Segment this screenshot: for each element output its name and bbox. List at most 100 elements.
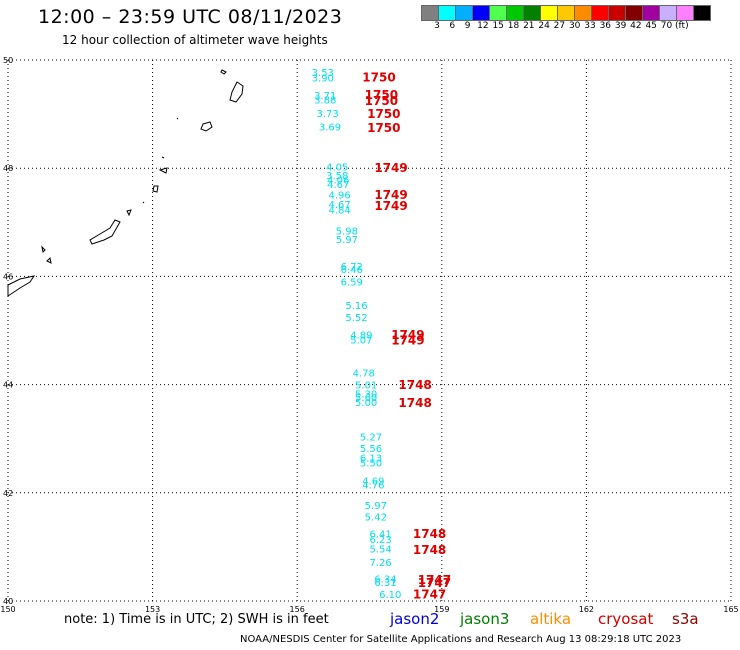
coastline-island <box>229 81 244 103</box>
lon-tick-label: 153 <box>145 605 160 614</box>
swh-value: 6.41 <box>370 530 392 541</box>
pass-time: 1749 <box>374 188 407 202</box>
pass-time: 1749 <box>374 199 407 213</box>
lon-tick-label: 156 <box>290 605 305 614</box>
colorbar-label: 12 <box>477 21 489 31</box>
colorbar-label: 6 <box>449 21 456 31</box>
swh-value: 3.58 <box>326 171 348 182</box>
swh-value: 7.26 <box>370 558 392 569</box>
swh-value: 6.34 <box>374 575 396 586</box>
lat-tick-label: 42 <box>3 489 13 498</box>
swh-value: 5.97 <box>365 501 387 512</box>
pass-time: 1747 <box>418 576 451 590</box>
satellite-legend-jason2: jason2 <box>390 610 440 628</box>
swh-value: 6.72 <box>341 262 363 273</box>
swh-value: 4.84 <box>329 206 351 217</box>
swh-value: 5.54 <box>370 544 392 555</box>
lat-tick-label: 44 <box>3 381 13 390</box>
swh-value: 5.30 <box>355 390 377 401</box>
colorbar-label: 30 <box>568 21 581 31</box>
coastline-island <box>176 117 179 120</box>
swh-observations: 3.533.903.713.883.733.694.053.584.064.67… <box>312 68 402 601</box>
pass-time: 1750 <box>362 71 395 85</box>
swh-value: 5.98 <box>336 227 358 238</box>
coastline-island <box>41 245 46 254</box>
coastline-land <box>7 275 36 297</box>
colorbar-label: 15 <box>492 21 504 31</box>
swh-value: 4.69 <box>362 477 384 488</box>
coastline-island <box>89 219 121 245</box>
swh-value: 3.73 <box>316 109 338 120</box>
swh-value: 5.56 <box>360 444 382 455</box>
satellite-legend-altika: altika <box>530 610 572 628</box>
swh-value: 6.59 <box>341 278 363 289</box>
coastline-island <box>158 167 168 174</box>
lat-tick-label: 50 <box>3 56 13 65</box>
colorbar-label: 39 <box>614 21 627 31</box>
colorbar-label: 42 <box>630 21 642 31</box>
swh-value: 6.13 <box>360 453 382 464</box>
colorbar-label: 27 <box>553 21 566 31</box>
colorbar-swatch <box>693 5 711 21</box>
pass-time-labels: 1750175017501750175017491749174917491749… <box>362 71 451 602</box>
lon-tick-label: 159 <box>434 605 449 614</box>
pass-time: 1748 <box>413 543 446 557</box>
colorbar-label: 33 <box>584 21 596 31</box>
swh-value: 5.52 <box>345 313 367 324</box>
pass-time: 1750 <box>365 94 398 108</box>
coastline-island <box>220 69 227 75</box>
swh-value: 4.96 <box>329 190 351 201</box>
pass-time: 1750 <box>367 121 400 135</box>
satellite-legend-cryosat: cryosat <box>598 610 654 628</box>
swh-value: 5.42 <box>365 512 387 523</box>
swh-value: 6.31 <box>374 578 396 589</box>
coastline <box>7 69 244 297</box>
swh-value: 6.23 <box>370 535 392 546</box>
swh-value: 6.46 <box>341 265 363 276</box>
swh-value: 4.67 <box>327 180 349 191</box>
footer-credit: NOAA/NESDIS Center for Satellite Applica… <box>240 634 682 645</box>
swh-value: 5.60 <box>355 393 377 404</box>
swh-value: 5.27 <box>360 432 382 443</box>
lon-tick-label: 165 <box>723 605 738 614</box>
pass-time: 1750 <box>367 107 400 121</box>
colorbar-label: 70 <box>660 21 673 31</box>
colorbar-label: 21 <box>523 21 535 31</box>
coastline-island <box>46 256 52 264</box>
swh-value: 3.88 <box>314 95 336 106</box>
swh-value: 3.71 <box>314 91 336 102</box>
pass-time: 1750 <box>365 88 398 102</box>
colorbar-label: 45 <box>645 21 657 31</box>
coastline-island <box>142 201 145 204</box>
swh-value: 3.53 <box>312 68 334 79</box>
lon-tick-label: 162 <box>579 605 594 614</box>
pass-time: 1747 <box>418 573 451 587</box>
colorbar-label: 3 <box>434 21 440 31</box>
pass-time: 1748 <box>413 527 446 541</box>
swh-value: 4.78 <box>353 368 375 379</box>
colorbar-label: 36 <box>599 21 612 31</box>
swh-value: 5.00 <box>355 398 377 409</box>
map-title: 12:00 – 23:59 UTC 08/11/2023 <box>38 6 343 28</box>
swh-value: 5.50 <box>360 458 382 469</box>
axis-tick-labels: 150 153 156 159 162 165 50 48 46 44 42 40 <box>0 56 738 614</box>
colorbar-label: 24 <box>538 21 550 31</box>
swh-value: 5.16 <box>345 301 367 312</box>
colorbar <box>421 5 711 21</box>
coastline-island <box>126 209 132 217</box>
map-subtitle: 12 hour collection of altimeter wave hei… <box>62 33 328 47</box>
coastline-island <box>152 185 159 193</box>
pass-time: 1748 <box>398 396 431 410</box>
note-text: note: 1) Time is in UTC; 2) SWH is in fe… <box>64 612 329 627</box>
pass-time: 1748 <box>398 378 431 392</box>
colorbar-label: 18 <box>507 21 520 31</box>
map-grid <box>7 59 732 602</box>
colorbar-label: 9 <box>464 21 471 31</box>
lat-tick-label: 46 <box>3 272 13 281</box>
swh-value: 4.67 <box>329 200 351 211</box>
pass-time: 1749 <box>374 161 407 175</box>
swh-value: 5.07 <box>350 335 372 346</box>
swh-value: 6.10 <box>379 590 401 601</box>
